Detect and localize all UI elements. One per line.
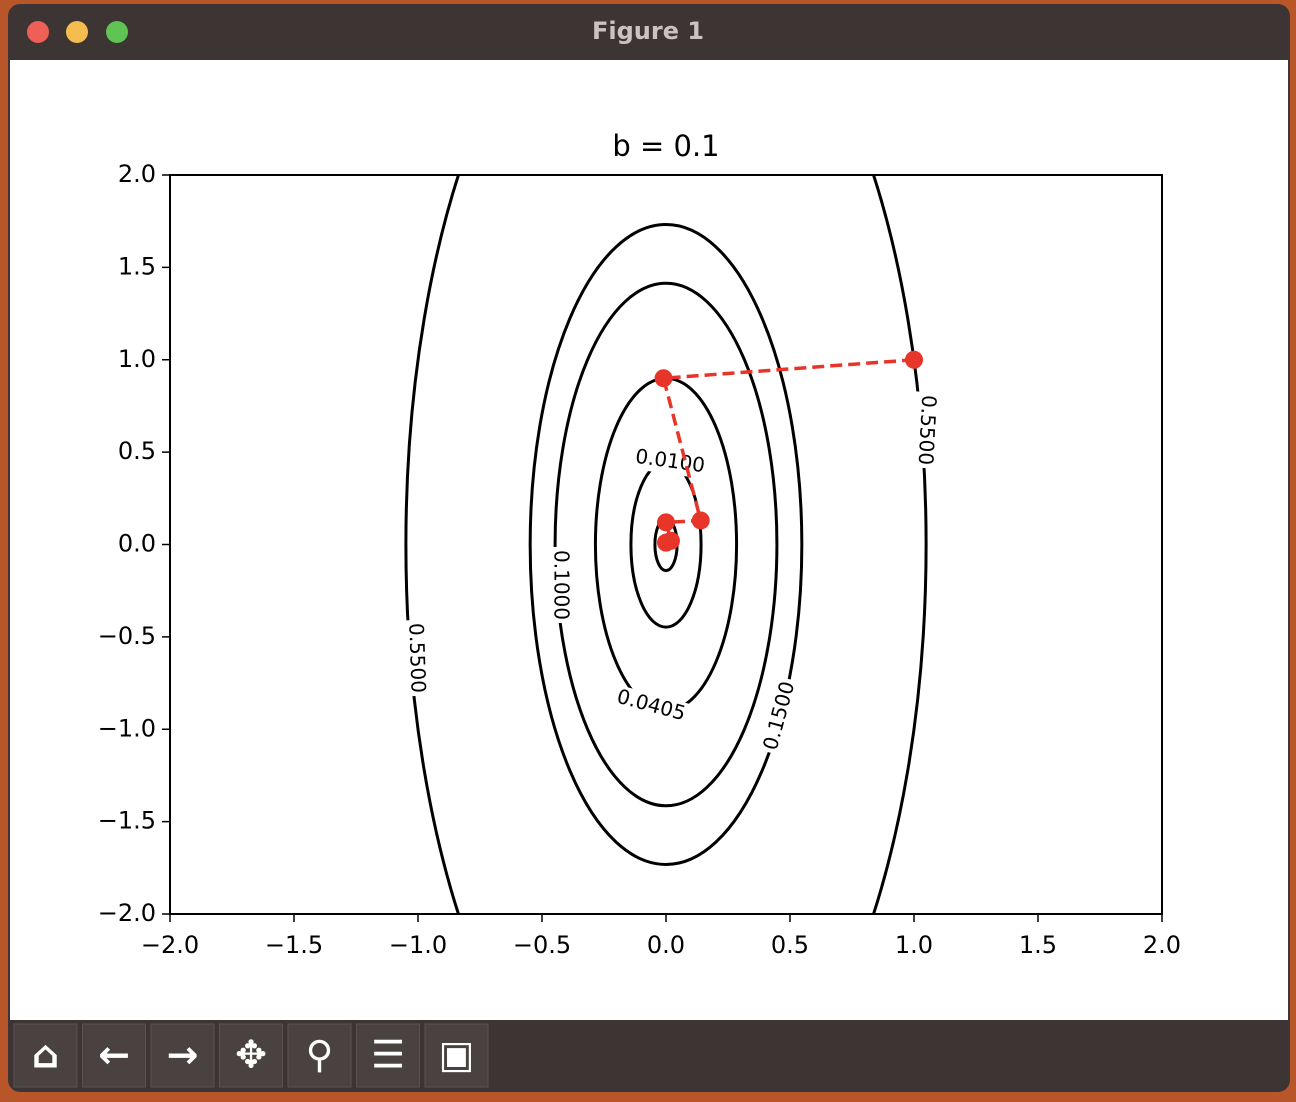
toolbar-button[interactable]	[219, 1023, 283, 1088]
y-tick-label: 1.5	[118, 252, 156, 280]
figure-canvas	[10, 60, 1288, 1020]
x-tick-label: 1.0	[895, 931, 933, 959]
contour-label-group: 0.1000	[548, 547, 574, 623]
contour-label-bg	[630, 444, 710, 480]
contour-label-bg	[758, 676, 802, 756]
contour-label-bg	[611, 684, 691, 728]
contour-label-group: 0.0100	[630, 444, 710, 480]
toolbar-icon: ✥	[235, 1033, 267, 1077]
contour-label: 0.1000	[550, 550, 574, 620]
contour-label: 0.5500	[404, 623, 430, 694]
y-tick-label: 0.5	[118, 437, 156, 465]
y-tick-label: 1.0	[118, 345, 156, 373]
minimize-button[interactable]	[66, 21, 88, 43]
axes-frame	[169, 174, 1163, 915]
toolbar-button[interactable]	[424, 1023, 489, 1088]
toolbar-icon: ☰	[371, 1033, 405, 1077]
descent-point	[905, 350, 923, 369]
window-title: Figure 1	[592, 17, 704, 45]
toolbar-icon: ⌂	[32, 1033, 59, 1077]
toolbar-button[interactable]	[13, 1023, 78, 1088]
x-tick-label: −0.5	[513, 931, 571, 959]
zoom-button[interactable]	[106, 21, 128, 43]
y-tick-label: −2.0	[98, 899, 156, 927]
descent-point	[657, 533, 675, 552]
toolbar-icon: ←	[98, 1033, 130, 1077]
contour-label-group: 0.5500	[912, 391, 942, 469]
y-tick-label: 2.0	[118, 160, 156, 188]
x-tick-label: −2.0	[141, 931, 199, 959]
descent-point	[654, 369, 673, 388]
x-tick-label: 0.5	[771, 931, 809, 959]
plot: b = 0.1 −2.0 −1.5 −1.0 −0.5 0.0 0.5 1.0 1.5 2.0 −2…	[98, 129, 1181, 959]
y-tick-label: 0.0	[118, 530, 156, 558]
toolbar-icon: →	[167, 1033, 199, 1077]
descent-point	[657, 513, 675, 532]
contour-label-bg	[402, 619, 430, 697]
y-tick-label: −1.5	[98, 807, 156, 835]
contour-label-bg	[912, 391, 940, 469]
contour-label-group: 0.5500	[402, 619, 431, 697]
toolbar-button[interactable]	[287, 1023, 352, 1088]
contour-line	[404, 175, 928, 914]
toolbar-icon: ⚲	[306, 1033, 334, 1077]
toolbar-button[interactable]	[356, 1023, 420, 1088]
toolbar-button[interactable]	[82, 1023, 146, 1088]
x-tick-label: 2.0	[1143, 931, 1181, 959]
y-tick-label: −1.0	[98, 714, 156, 742]
toolbar: ⌂ ← → ✥ ⚲ ☰ ▣	[13, 1023, 489, 1088]
chart-title: b = 0.1	[612, 129, 719, 163]
close-button[interactable]	[27, 21, 49, 43]
y-tick-label: −0.5	[98, 622, 156, 650]
descent-point	[691, 511, 710, 530]
contour-line	[528, 223, 804, 866]
toolbar-icon: ▣	[439, 1033, 475, 1077]
contour-line	[553, 281, 779, 808]
x-tick-label: −1.5	[265, 931, 323, 959]
x-tick-label: −1.0	[389, 931, 447, 959]
x-tick-label: 0.0	[647, 931, 685, 959]
contour-label: 0.5500	[914, 395, 942, 466]
contour-label-bg	[548, 547, 572, 623]
toolbar-button[interactable]	[150, 1023, 215, 1088]
x-tick-label: 1.5	[1019, 931, 1057, 959]
